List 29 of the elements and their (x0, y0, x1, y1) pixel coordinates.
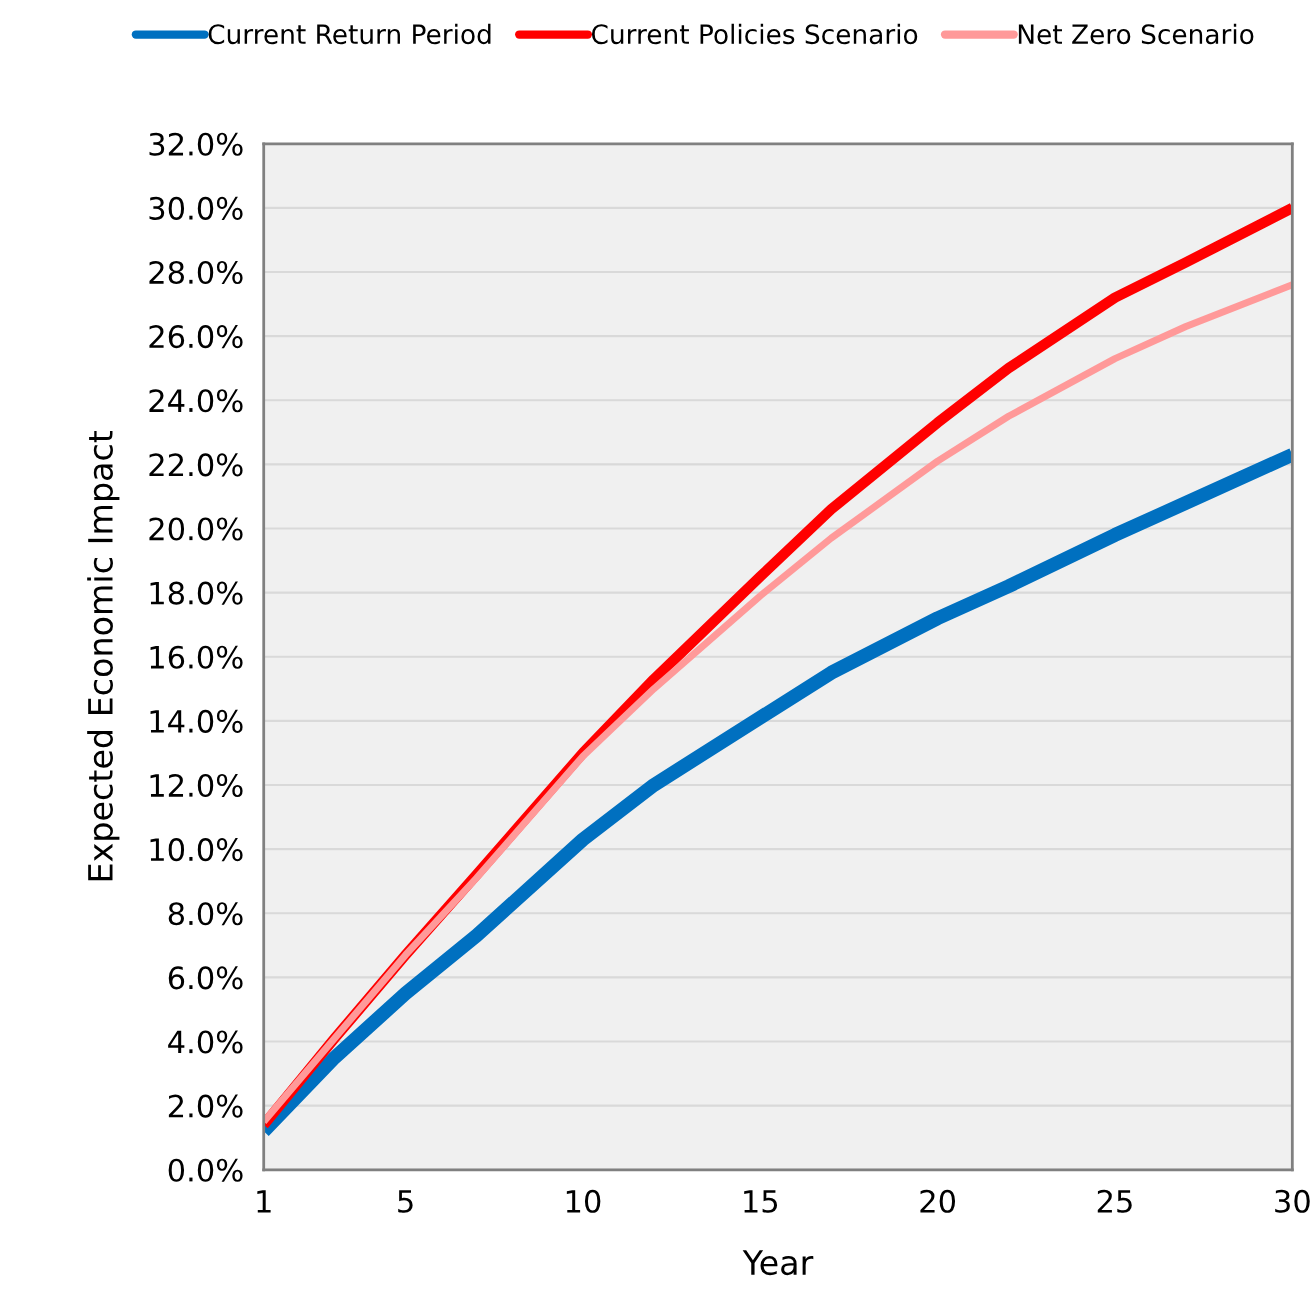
y-tick-label: 14.0% (150, 709, 243, 733)
x-tick-label: 25 (1097, 1189, 1132, 1213)
y-tick-label: 20.0% (149, 517, 243, 541)
x-tick-label: 20 (920, 1189, 956, 1213)
legend-label: Net Zero Scenario (1018, 23, 1254, 45)
y-tick-label: 2.0% (168, 1094, 243, 1118)
legend-label: Current Policies Scenario (591, 23, 918, 45)
y-axis-title: Expected Economic Impact (87, 430, 120, 881)
y-tick-label: 18.0% (150, 581, 243, 605)
y-tick-label: 8.0% (168, 902, 243, 926)
y-tick-label: 4.0% (168, 1030, 243, 1054)
y-tick-label: 6.0% (168, 966, 243, 990)
y-tick-label: 26.0% (149, 325, 243, 349)
y-tick-label: 12.0% (150, 773, 243, 798)
x-tick-label: 15 (744, 1190, 778, 1213)
y-tick-label: 10.0% (150, 838, 243, 862)
y-tick-label: 16.0% (150, 645, 243, 669)
x-tick-label: 5 (398, 1190, 413, 1213)
y-tick-label: 0.0% (168, 1158, 243, 1182)
y-tick-label: 22.0% (149, 453, 243, 477)
x-tick-label: 10 (566, 1189, 601, 1213)
x-tick-label: 1 (257, 1190, 271, 1213)
y-tick-label: 24.0% (149, 389, 243, 413)
legend-label: Current Return Period (208, 23, 491, 45)
y-tick-label: 28.0% (149, 260, 243, 285)
y-tick-label: 32.0% (149, 132, 243, 156)
x-tick-label: 30 (1275, 1189, 1310, 1213)
x-axis-title: Year (742, 1250, 814, 1276)
y-tick-label: 30.0% (149, 196, 243, 220)
